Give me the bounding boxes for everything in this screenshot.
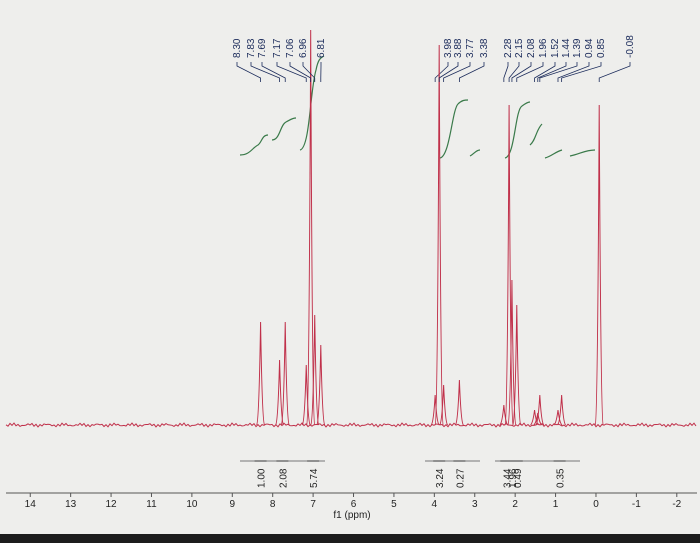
peak-connector (598, 62, 631, 82)
x-tick-label: 4 (432, 499, 438, 510)
peak-label: 3.88 (453, 38, 464, 58)
peak-label: 7.06 (285, 38, 296, 58)
integration-curves (239, 55, 596, 159)
integral-label: 3.24 (435, 468, 446, 488)
peak-connector (261, 62, 286, 82)
peak-label: 0.94 (584, 38, 595, 58)
peak-label: 6.96 (298, 38, 309, 58)
x-tick-label: 2 (512, 499, 518, 510)
x-tick-label: 8 (270, 499, 276, 510)
integral-label: 5.74 (309, 468, 320, 488)
integral-label: 0.49 (513, 468, 524, 488)
peak-connector (503, 62, 509, 82)
peak-label: 7.69 (257, 38, 268, 58)
peak (533, 412, 543, 426)
peak-label: 2.08 (526, 38, 537, 58)
peak-connector (236, 62, 261, 82)
integral-curve (299, 55, 325, 151)
peak-connector (434, 62, 449, 82)
peak-label: 1.52 (550, 38, 561, 58)
peak-connector (276, 62, 307, 82)
peak (316, 344, 326, 426)
peak-connector (511, 62, 532, 82)
peak-connector (443, 62, 471, 82)
integral-label: 0.35 (556, 468, 567, 488)
photo-border (0, 534, 700, 543)
peak (557, 394, 567, 426)
x-tick-label: 0 (593, 499, 599, 510)
peak-connector (539, 62, 578, 82)
peak-connector (302, 62, 316, 82)
x-tick-label: 7 (310, 499, 316, 510)
peak-connector (438, 62, 459, 82)
peak (594, 104, 604, 426)
integral-curve (271, 117, 297, 141)
integral-curve (504, 101, 531, 159)
peak-connector (458, 62, 485, 82)
x-tick-label: 5 (391, 499, 397, 510)
peak-connector (508, 62, 520, 82)
peak-label: 8.30 (232, 38, 243, 58)
peak (434, 44, 444, 426)
x-tick-label: -2 (672, 499, 681, 510)
peak-label: 1.44 (561, 38, 572, 58)
peak (439, 384, 449, 426)
peak-label: 3.77 (465, 38, 476, 58)
integral-curve (569, 149, 596, 157)
peak (430, 394, 440, 426)
x-tick-label: 12 (106, 499, 118, 510)
peak-label: 2.28 (503, 38, 514, 58)
peak-connector (516, 62, 544, 82)
peak-label: 0.85 (596, 38, 607, 58)
x-tick-label: 9 (230, 499, 236, 510)
peak-connector (557, 62, 590, 82)
integral-curve (439, 99, 469, 159)
x-tick-label: -1 (632, 499, 641, 510)
peak (280, 321, 290, 426)
peak-connector (534, 62, 556, 82)
peak-connector (561, 62, 602, 82)
x-tick-label: 13 (65, 499, 77, 510)
x-tick-label: 6 (351, 499, 357, 510)
peak-label: 3.38 (479, 38, 490, 58)
x-tick-label: 11 (146, 499, 157, 510)
baseline (5, 422, 697, 428)
x-tick-label: 10 (186, 499, 198, 510)
integral-curve (529, 123, 543, 146)
peak (256, 321, 266, 426)
peak-label: 7.83 (246, 38, 257, 58)
integral-label: 0.27 (455, 468, 466, 488)
integral-label: 1.00 (257, 468, 268, 488)
peak (504, 104, 514, 426)
peak-label: 3.98 (443, 38, 454, 58)
peak-label: 1.39 (572, 38, 583, 58)
peak-connector (537, 62, 567, 82)
integral-label: 3.44 (502, 468, 513, 488)
peak (310, 314, 320, 426)
peak (301, 364, 311, 426)
peak-connector (289, 62, 312, 82)
x-axis-label: f1 (ppm) (333, 510, 370, 521)
integral-curve (239, 134, 269, 156)
x-tick-label: 14 (25, 499, 37, 510)
peak-label: 6.81 (316, 38, 327, 58)
peak-label: 2.15 (514, 38, 525, 58)
integral-label: 2.08 (278, 468, 289, 488)
peak (553, 409, 563, 426)
peak-label: 1.96 (538, 38, 549, 58)
integral-curve (544, 149, 563, 159)
integral-curve (469, 149, 481, 157)
peak-connector (250, 62, 280, 82)
peak (512, 304, 522, 426)
integral-label: 1.96 (508, 468, 519, 488)
peak (499, 404, 509, 426)
x-tick-label: 3 (472, 499, 478, 510)
peak (454, 379, 464, 426)
peak-label: 7.17 (272, 38, 283, 58)
x-tick-label: 1 (553, 499, 559, 510)
peak-label: -0.08 (625, 35, 636, 58)
peak (535, 394, 545, 426)
